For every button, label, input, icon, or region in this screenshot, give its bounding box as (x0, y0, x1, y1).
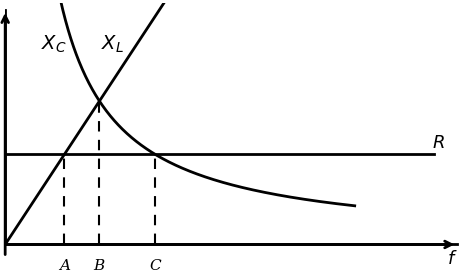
Text: B: B (94, 259, 105, 273)
Text: $f$: $f$ (447, 250, 458, 268)
Text: A: A (59, 259, 70, 273)
Text: $X_C$: $X_C$ (41, 34, 67, 55)
Text: $X_L$: $X_L$ (101, 34, 124, 55)
Text: $R$: $R$ (432, 134, 445, 152)
Text: C: C (149, 259, 161, 273)
